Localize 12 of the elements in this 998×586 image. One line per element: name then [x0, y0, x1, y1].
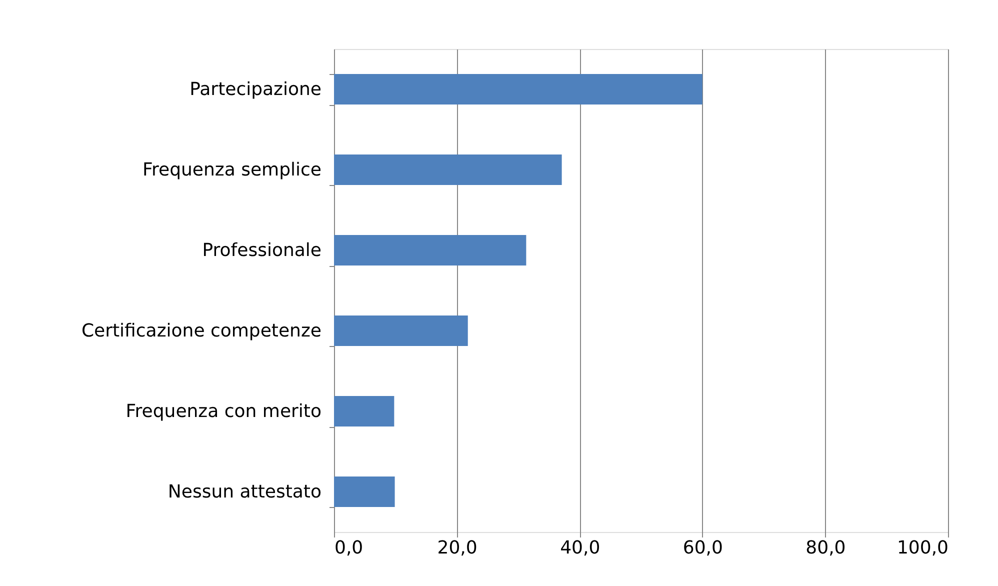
- x-tick-label: 20,0: [437, 538, 478, 558]
- y-tick-label: Professionale: [202, 240, 322, 261]
- y-tick-label: Partecipazione: [190, 78, 322, 100]
- y-tick-label: Frequenza semplice: [142, 159, 322, 180]
- x-tick-label: 80,0: [806, 538, 846, 558]
- y-tick-label: Certificazione competenze: [81, 320, 322, 342]
- x-tick-label: 60,0: [682, 538, 723, 558]
- y-tick-label: Nessun attestato: [168, 481, 322, 502]
- x-tick-label: 0,0: [334, 538, 364, 558]
- x-tick-label: 100,0: [896, 538, 948, 558]
- y-tick-label: Frequenza con merito: [126, 400, 322, 422]
- x-tick-label: 40,0: [560, 538, 600, 558]
